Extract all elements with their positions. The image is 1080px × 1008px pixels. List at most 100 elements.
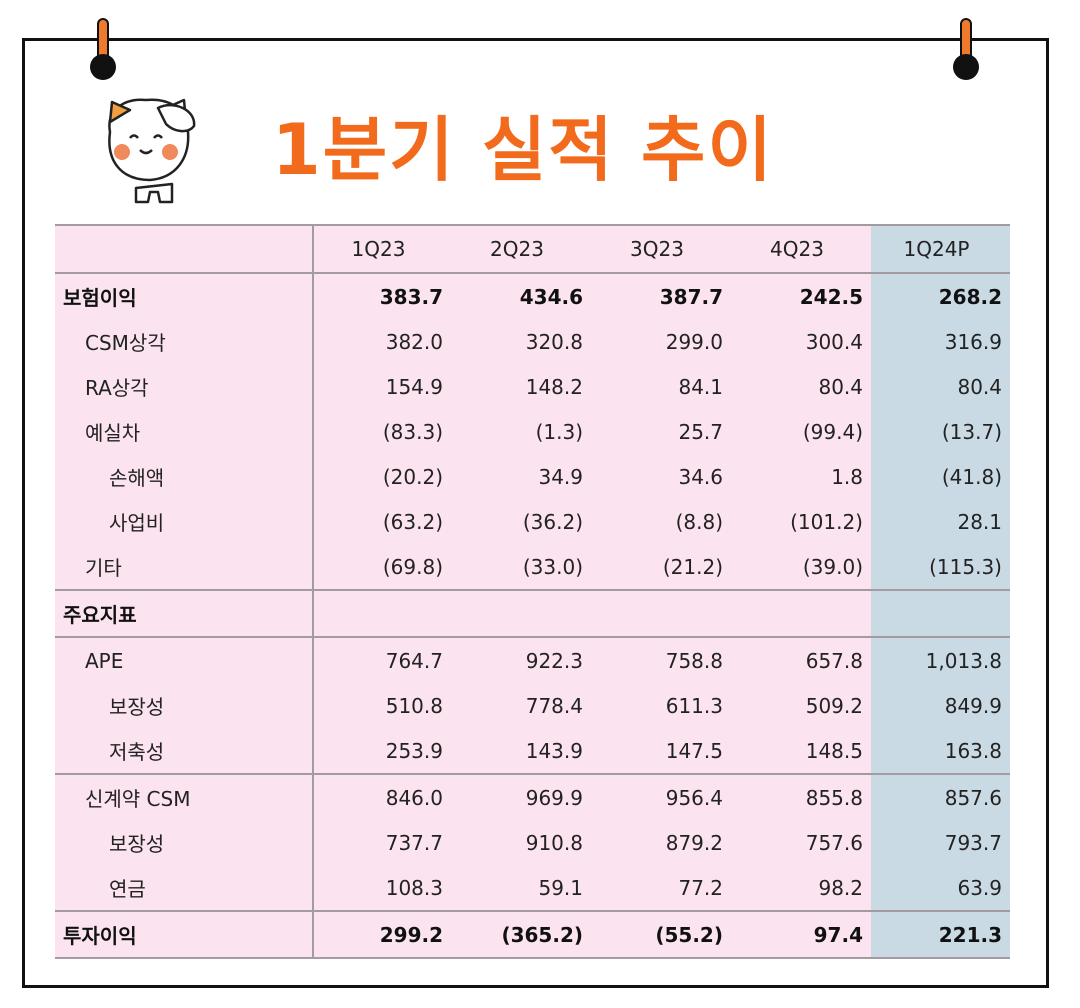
table-cell — [591, 589, 731, 637]
table-row: 보험이익 383.7 434.6 387.7 242.5 268.2 — [55, 273, 1010, 319]
table-cell: (101.2) — [731, 499, 871, 544]
table-cell: 59.1 — [451, 865, 591, 911]
table-cell: 382.0 — [313, 319, 451, 364]
table-cell: 1.8 — [731, 454, 871, 499]
table-cell: 97.4 — [731, 910, 871, 959]
table-row: 신계약 CSM 846.0 969.9 956.4 855.8 857.6 — [55, 773, 1010, 820]
table-cell: 434.6 — [451, 273, 591, 319]
table-cell: 316.9 — [871, 319, 1010, 364]
row-label: APE — [55, 636, 314, 683]
table-cell: 221.3 — [871, 910, 1010, 959]
page-title: 1분기 실적 추이 — [272, 109, 774, 191]
table-cell: (39.0) — [731, 544, 871, 590]
table-cell: (83.3) — [313, 409, 451, 454]
table-row: 주요지표 — [55, 589, 1010, 637]
table-row: RA상각 154.9 148.2 84.1 80.4 80.4 — [55, 364, 1010, 409]
table-cell: 148.5 — [731, 728, 871, 774]
table-cell: 154.9 — [313, 364, 451, 409]
table-cell: 147.5 — [591, 728, 731, 774]
table-cell: 757.6 — [731, 820, 871, 865]
column-header-blank — [55, 224, 314, 274]
row-label: 손해액 — [55, 454, 314, 499]
table-cell: 737.7 — [313, 820, 451, 865]
table-cell: 25.7 — [591, 409, 731, 454]
table-cell — [313, 589, 451, 637]
table-row: 손해액 (20.2) 34.9 34.6 1.8 (41.8) — [55, 454, 1010, 499]
table-cell — [731, 589, 871, 637]
table-cell: 778.4 — [451, 683, 591, 728]
table-cell: 793.7 — [871, 820, 1010, 865]
table-cell: 80.4 — [731, 364, 871, 409]
table-cell: (115.3) — [871, 544, 1010, 590]
row-label: 연금 — [55, 865, 314, 911]
table-cell: 387.7 — [591, 273, 731, 319]
table-row: CSM상각 382.0 320.8 299.0 300.4 316.9 — [55, 319, 1010, 364]
table-cell: 148.2 — [451, 364, 591, 409]
table-body: 보험이익 383.7 434.6 387.7 242.5 268.2 CSM상각 382.0 3… — [55, 273, 1010, 959]
table-cell: 299.0 — [591, 319, 731, 364]
column-header: 4Q23 — [731, 224, 871, 274]
table-cell: 846.0 — [313, 773, 451, 820]
table-row: 보장성 737.7 910.8 879.2 757.6 793.7 — [55, 820, 1010, 865]
table-cell: 758.8 — [591, 636, 731, 683]
table-cell: (63.2) — [313, 499, 451, 544]
table-cell: (55.2) — [591, 910, 731, 959]
table-row: 기타 (69.8) (33.0) (21.2) (39.0) (115.3) — [55, 544, 1010, 590]
table-cell: 143.9 — [451, 728, 591, 774]
row-label: 예실차 — [55, 409, 314, 454]
row-label: 사업비 — [55, 499, 314, 544]
table-cell: 657.8 — [731, 636, 871, 683]
column-header: 1Q24P — [871, 224, 1010, 274]
table-cell: 956.4 — [591, 773, 731, 820]
table-cell: (365.2) — [451, 910, 591, 959]
row-label: RA상각 — [55, 364, 314, 409]
table-cell: 242.5 — [731, 273, 871, 319]
row-label: 보장성 — [55, 820, 314, 865]
table-cell: (1.3) — [451, 409, 591, 454]
row-label: CSM상각 — [55, 319, 314, 364]
table-cell: 879.2 — [591, 820, 731, 865]
table-row: 보장성 510.8 778.4 611.3 509.2 849.9 — [55, 683, 1010, 728]
table-cell: 98.2 — [731, 865, 871, 911]
column-header: 2Q23 — [451, 224, 591, 274]
table-header-row: 1Q23 2Q23 3Q23 4Q23 1Q24P — [55, 224, 1010, 274]
table-cell: 320.8 — [451, 319, 591, 364]
table-cell: 969.9 — [451, 773, 591, 820]
table-cell: (99.4) — [731, 409, 871, 454]
binder-ring-icon — [953, 18, 979, 80]
table-cell: 910.8 — [451, 820, 591, 865]
table-cell: 383.7 — [313, 273, 451, 319]
table-cell: 108.3 — [313, 865, 451, 911]
row-label: 보험이익 — [55, 273, 314, 319]
table-cell: (20.2) — [313, 454, 451, 499]
table-cell: 764.7 — [313, 636, 451, 683]
table-cell: (33.0) — [451, 544, 591, 590]
table-cell: (21.2) — [591, 544, 731, 590]
table-cell: 299.2 — [313, 910, 451, 959]
table-row: APE 764.7 922.3 758.8 657.8 1,013.8 — [55, 636, 1010, 683]
table-cell: 857.6 — [871, 773, 1010, 820]
table-cell: 300.4 — [731, 319, 871, 364]
performance-table: 1Q23 2Q23 3Q23 4Q23 1Q24P 보험이익 383.7 434.6 387.… — [55, 224, 1010, 959]
column-header: 1Q23 — [313, 224, 451, 274]
cat-saluting-icon — [108, 98, 196, 204]
table-row: 저축성 253.9 143.9 147.5 148.5 163.8 — [55, 728, 1010, 774]
table-cell: (69.8) — [313, 544, 451, 590]
binder-ring-icon — [90, 18, 116, 80]
table-cell: 268.2 — [871, 273, 1010, 319]
table-cell: 28.1 — [871, 499, 1010, 544]
table-cell: 34.9 — [451, 454, 591, 499]
table-cell: 253.9 — [313, 728, 451, 774]
table-cell: 80.4 — [871, 364, 1010, 409]
table-cell — [871, 589, 1010, 637]
table-cell: (13.7) — [871, 409, 1010, 454]
table-row: 연금 108.3 59.1 77.2 98.2 63.9 — [55, 865, 1010, 911]
table-cell: 855.8 — [731, 773, 871, 820]
table-cell: 509.2 — [731, 683, 871, 728]
table-cell: 510.8 — [313, 683, 451, 728]
row-label: 투자이익 — [55, 910, 314, 959]
row-label: 주요지표 — [55, 589, 314, 637]
table-row: 사업비 (63.2) (36.2) (8.8) (101.2) 28.1 — [55, 499, 1010, 544]
table-cell: 84.1 — [591, 364, 731, 409]
table-cell: (36.2) — [451, 499, 591, 544]
